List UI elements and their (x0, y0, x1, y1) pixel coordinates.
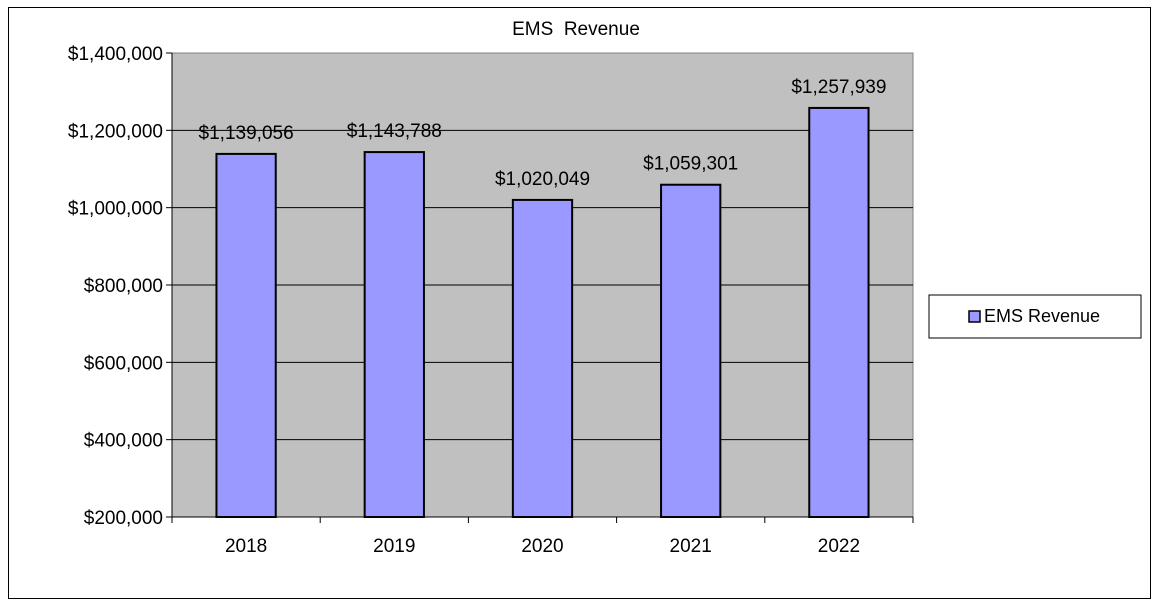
data-label-2020: $1,020,049 (495, 169, 590, 190)
y-tick-label: $400,000 (84, 431, 163, 452)
x-axis-ticks: 2018 2019 2020 2021 2022 (171, 516, 914, 557)
bar-2020 (511, 198, 574, 518)
y-axis-ticks: $200,000 $400,000 $600,000 $800,000 $1,000,0… (68, 44, 173, 529)
bar-2021 (660, 183, 722, 519)
y-tick-label: $1,400,000 (68, 44, 163, 65)
x-tick-label-2021: 2021 (670, 536, 712, 557)
bar-2018 (215, 152, 277, 518)
data-label-2018: $1,139,056 (199, 123, 294, 144)
y-tick-label: $1,200,000 (68, 121, 163, 142)
legend: EMS Revenue (928, 294, 1142, 339)
chart-title: EMS Revenue (512, 19, 640, 40)
bar-2022 (808, 106, 870, 518)
bars: $1,139,056 $1,143,788 $1,020,049 $1,059,301… (199, 77, 886, 519)
x-tick-label-2019: 2019 (373, 536, 415, 557)
y-tick-label: $800,000 (84, 276, 163, 297)
x-tick-label-2020: 2020 (521, 536, 563, 557)
y-tick-label: $600,000 (84, 353, 163, 374)
data-label-2019: $1,143,788 (347, 121, 442, 142)
data-label-2022: $1,257,939 (791, 77, 886, 98)
y-tick-label: $1,000,000 (68, 199, 163, 220)
data-label-2021: $1,059,301 (643, 154, 738, 175)
legend-label: EMS Revenue (984, 306, 1100, 326)
legend-box (928, 294, 1142, 339)
legend-swatch (968, 310, 981, 323)
x-tick-label-2022: 2022 (818, 536, 860, 557)
x-tick-label-2018: 2018 (225, 536, 267, 557)
bar-2019 (363, 151, 425, 518)
y-tick-label: $200,000 (84, 508, 163, 529)
